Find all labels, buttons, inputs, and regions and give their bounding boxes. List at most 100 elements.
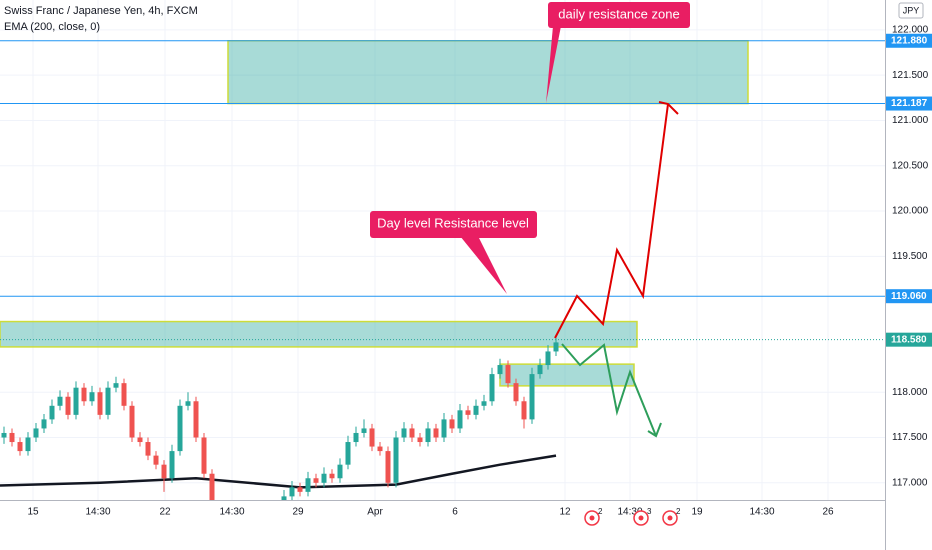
candle-body bbox=[497, 365, 503, 375]
y-tick-label: 118.000 bbox=[892, 387, 928, 398]
candle-body bbox=[441, 419, 447, 438]
candle-body bbox=[425, 428, 431, 443]
candle-body bbox=[145, 442, 151, 456]
callout-pointer bbox=[546, 26, 561, 103]
candle-body bbox=[297, 487, 303, 492]
bullish-projection bbox=[554, 103, 669, 339]
level-label: 119.060 bbox=[891, 291, 927, 302]
level-label: 118.580 bbox=[891, 334, 927, 345]
candle-body bbox=[529, 374, 535, 420]
y-tick-label: 119.500 bbox=[892, 251, 928, 262]
callout-pointer bbox=[460, 236, 507, 294]
currency: JPY bbox=[903, 5, 920, 15]
arrow-head bbox=[658, 101, 679, 115]
candle-body bbox=[81, 387, 87, 402]
candle-body bbox=[537, 365, 543, 375]
candle-body bbox=[9, 432, 15, 443]
y-tick-label: 120.000 bbox=[892, 206, 929, 217]
candle-body bbox=[361, 428, 367, 433]
candle-body bbox=[433, 428, 439, 438]
candle-body bbox=[401, 428, 407, 438]
candle-body bbox=[113, 383, 119, 388]
candle-body bbox=[417, 437, 423, 443]
candle-body bbox=[193, 401, 199, 438]
x-tick-label: 14:30 bbox=[749, 507, 774, 518]
y-tick-label: 122.000 bbox=[892, 25, 929, 36]
zone bbox=[227, 40, 749, 105]
level-badge bbox=[886, 289, 932, 304]
y-tick-label: 121.500 bbox=[892, 70, 929, 81]
candle-body bbox=[481, 401, 487, 406]
candle-body bbox=[305, 478, 311, 492]
x-tick-label: 12 bbox=[559, 507, 571, 518]
candle-body bbox=[289, 487, 295, 497]
candle-body bbox=[177, 405, 183, 452]
candle-body bbox=[337, 464, 343, 479]
candle-body bbox=[521, 401, 527, 420]
arrow-head bbox=[647, 422, 662, 438]
y-tick-label: 121.000 bbox=[892, 115, 929, 126]
candle-body bbox=[281, 496, 287, 500]
event-count: 2 bbox=[598, 507, 603, 516]
level-badge bbox=[886, 33, 932, 48]
level-badge bbox=[886, 96, 932, 111]
x-tick-label: 14:30 bbox=[219, 507, 244, 518]
event-dot bbox=[638, 515, 644, 521]
x-tick-label: 14:30 bbox=[85, 507, 110, 518]
y-tick-label: 120.500 bbox=[892, 160, 929, 171]
candle-body bbox=[353, 432, 359, 443]
indicator-label: EMA (200, close, 0) bbox=[4, 21, 100, 33]
currency-box[interactable] bbox=[898, 2, 924, 19]
candle-body bbox=[201, 437, 207, 474]
level-label: 121.880 bbox=[891, 35, 928, 46]
candle-body bbox=[161, 464, 167, 479]
x-tick-label: 6 bbox=[452, 507, 458, 518]
x-tick-label: Apr bbox=[367, 507, 383, 518]
event-dot bbox=[589, 515, 595, 521]
y-tick-label: 117.500 bbox=[892, 432, 928, 443]
candle-body bbox=[65, 396, 71, 415]
candle-body bbox=[209, 473, 215, 500]
candle-body bbox=[129, 405, 135, 438]
candle-body bbox=[505, 365, 511, 384]
zone bbox=[499, 363, 635, 387]
candle-body bbox=[153, 455, 159, 465]
candle-body bbox=[89, 392, 95, 402]
bearish-projection bbox=[561, 343, 657, 437]
y-tick-label: 117.000 bbox=[892, 477, 928, 488]
candle-body bbox=[545, 351, 551, 366]
candle-body bbox=[513, 383, 519, 402]
candle-body bbox=[385, 451, 391, 483]
event-dot bbox=[667, 515, 673, 521]
candle-body bbox=[97, 392, 103, 415]
candle-body bbox=[169, 451, 175, 479]
candle-body bbox=[329, 473, 335, 479]
symbol-title: Swiss Franc / Japanese Yen, 4h, FXCM bbox=[4, 5, 198, 17]
zone bbox=[0, 320, 638, 348]
candle-body bbox=[17, 442, 23, 452]
candle-body bbox=[185, 401, 191, 406]
event-count: 2 bbox=[676, 507, 681, 516]
x-tick-label: 15 bbox=[27, 507, 39, 518]
candle-body bbox=[49, 405, 55, 420]
candle-body bbox=[1, 432, 7, 438]
candle-body bbox=[345, 442, 351, 465]
x-tick-label: 19 bbox=[691, 507, 703, 518]
candle-body bbox=[57, 396, 63, 406]
candle-body bbox=[489, 374, 495, 402]
candle-body bbox=[105, 387, 111, 415]
candle-body bbox=[553, 342, 559, 352]
plot-area bbox=[0, 0, 885, 500]
level-badge bbox=[886, 332, 932, 347]
level-label: 121.187 bbox=[891, 98, 928, 109]
candle-body bbox=[321, 473, 327, 483]
x-tick-label: 22 bbox=[159, 507, 171, 518]
candle-body bbox=[409, 428, 415, 438]
x-tick-label: 29 bbox=[292, 507, 304, 518]
candle-body bbox=[449, 419, 455, 429]
candle-body bbox=[369, 428, 375, 447]
candle-body bbox=[41, 419, 47, 429]
candle-body bbox=[473, 405, 479, 415]
